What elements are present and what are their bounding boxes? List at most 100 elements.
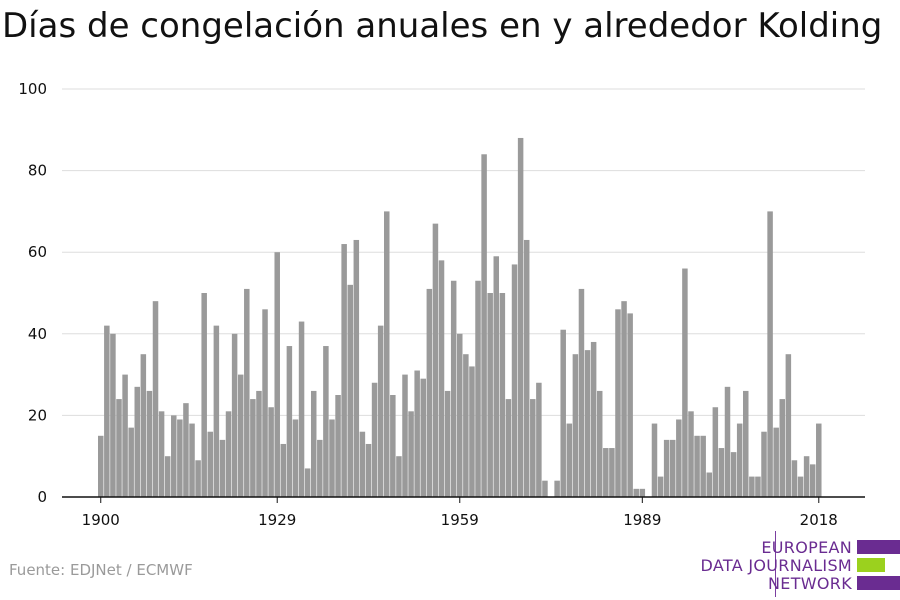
bar-1977 xyxy=(566,423,573,497)
bar-1954 xyxy=(426,288,433,497)
bar-2014 xyxy=(791,460,798,497)
bar-1993 xyxy=(663,439,670,497)
bar-1917 xyxy=(201,293,207,497)
bar-1998 xyxy=(694,435,700,497)
bar-1960 xyxy=(463,354,469,497)
bar-1940 xyxy=(341,244,347,497)
bar-1949 xyxy=(396,456,402,497)
bar-1955 xyxy=(432,223,439,497)
bar-1902 xyxy=(110,333,116,497)
bar-1999 xyxy=(700,435,706,497)
bar-1973 xyxy=(542,480,548,497)
bar-1956 xyxy=(438,260,445,497)
bar-1985 xyxy=(615,309,621,497)
logo-line-2: DATA JOURNALISM xyxy=(700,556,852,575)
y-tick-label: 80 xyxy=(28,162,47,180)
bar-1969 xyxy=(517,137,524,497)
bar-1928 xyxy=(268,407,274,497)
bar-1966 xyxy=(499,293,506,497)
edjnet-logo: EUROPEAN DATA JOURNALISM NETWORK xyxy=(660,531,900,597)
bar-1970 xyxy=(523,239,530,497)
bar-1931 xyxy=(286,346,293,497)
x-axis-ticks: 1900 1929 1959 1989 2018 xyxy=(82,497,838,529)
bar-1923 xyxy=(237,374,244,497)
bar-1952 xyxy=(414,370,420,497)
bar-1913 xyxy=(177,419,183,497)
bar-2012 xyxy=(779,399,786,497)
y-axis-tick-labels: 0 20 40 60 80 100 xyxy=(18,80,47,506)
bar-1905 xyxy=(128,427,134,497)
bar-1911 xyxy=(164,456,171,497)
bar-1965 xyxy=(493,256,500,497)
bar-1971 xyxy=(530,399,536,497)
y-tick-label: 0 xyxy=(37,488,47,506)
bar-1953 xyxy=(420,378,426,497)
bar-1976 xyxy=(560,329,566,497)
bar-1936 xyxy=(317,439,323,497)
logo-bar-green xyxy=(857,558,885,572)
bar-1903 xyxy=(116,399,122,497)
bar-1961 xyxy=(469,366,475,497)
bar-1927 xyxy=(262,309,268,497)
bar-2010 xyxy=(767,211,773,497)
bar-1933 xyxy=(298,321,305,497)
bar-1937 xyxy=(323,346,329,497)
bar-2016 xyxy=(803,456,810,497)
bar-1924 xyxy=(244,288,250,497)
bar-1995 xyxy=(676,419,682,497)
bar-1983 xyxy=(603,448,609,497)
bar-1910 xyxy=(158,411,165,497)
bar-1989 xyxy=(639,488,646,497)
bar-1981 xyxy=(590,341,597,497)
bars xyxy=(98,137,822,497)
logo-line-1: EUROPEAN xyxy=(761,538,852,557)
bar-2003 xyxy=(724,386,731,497)
bar-2015 xyxy=(797,476,804,497)
bar-1992 xyxy=(657,476,664,497)
gridlines xyxy=(62,88,865,416)
bar-1925 xyxy=(250,399,256,497)
bar-2000 xyxy=(706,472,712,497)
x-tick-label: 2018 xyxy=(800,511,838,529)
bar-1938 xyxy=(329,419,335,497)
bar-2007 xyxy=(749,476,755,497)
bar-1978 xyxy=(572,354,579,497)
bar-1943 xyxy=(359,431,366,497)
logo-bar-purple-top xyxy=(857,540,900,554)
y-tick-label: 40 xyxy=(28,325,47,343)
chart-title: Días de congelación anuales en y alreded… xyxy=(2,6,883,46)
bar-2004 xyxy=(730,452,737,497)
bar-1942 xyxy=(353,239,360,497)
bar-1962 xyxy=(475,280,481,497)
bar-1934 xyxy=(304,468,311,497)
bar-1909 xyxy=(152,301,159,497)
bar-1984 xyxy=(609,448,615,497)
bar-1912 xyxy=(171,415,177,497)
bar-1958 xyxy=(450,280,457,497)
bar-1972 xyxy=(536,382,542,497)
bar-1982 xyxy=(596,390,603,497)
bar-1906 xyxy=(134,386,141,497)
x-tick-label: 1929 xyxy=(258,511,296,529)
bar-2017 xyxy=(809,464,816,497)
bar-1980 xyxy=(584,350,591,497)
bar-1951 xyxy=(408,411,414,497)
bar-1991 xyxy=(651,423,658,497)
x-tick-label: 1989 xyxy=(623,511,661,529)
bar-1975 xyxy=(554,480,560,497)
bar-1914 xyxy=(183,403,189,497)
bar-1904 xyxy=(122,374,128,497)
bar-2006 xyxy=(743,390,749,497)
bar-1932 xyxy=(292,419,299,497)
bar-2002 xyxy=(718,448,725,497)
bar-1916 xyxy=(195,460,201,497)
y-tick-label: 20 xyxy=(28,406,47,424)
bar-1987 xyxy=(627,313,633,497)
bar-1968 xyxy=(511,264,518,497)
source-note: Fuente: EDJNet / ECMWF xyxy=(9,561,193,579)
bar-2018 xyxy=(816,423,822,497)
bar-2009 xyxy=(761,431,767,497)
bar-2013 xyxy=(785,354,792,497)
bar-1918 xyxy=(207,431,214,497)
